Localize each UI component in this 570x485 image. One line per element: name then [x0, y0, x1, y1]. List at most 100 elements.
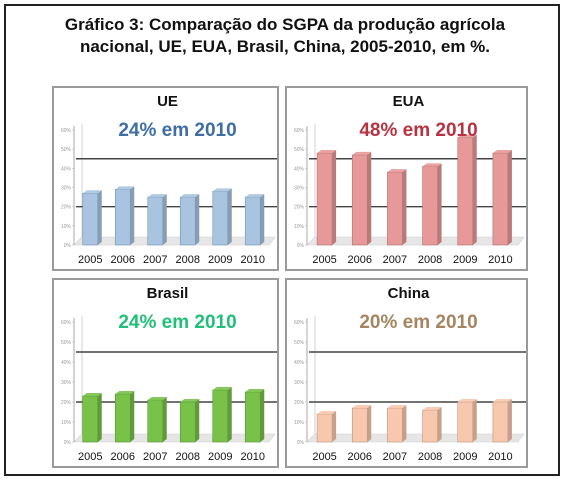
- bar-front: [114, 393, 131, 443]
- bar-top: [422, 163, 442, 167]
- bar-top: [352, 405, 372, 408]
- chart-panel-china: China 0% 10% 20% 30% 40% 50% 60% 2005 2006 2007 200…: [285, 278, 528, 468]
- bar-side: [507, 399, 512, 442]
- x-tick-label: 2007: [383, 451, 407, 463]
- title-line-1: Gráfico 3: Comparação do SGPA da produçã…: [64, 15, 506, 34]
- bar: [114, 186, 135, 246]
- bar-front: [387, 407, 403, 443]
- bar-front: [244, 391, 261, 443]
- x-tick-label: 2009: [208, 451, 232, 463]
- x-tick-label: 2009: [208, 254, 232, 266]
- bar-front: [82, 395, 99, 443]
- bar-top: [245, 389, 265, 392]
- x-tick-label: 2005: [78, 451, 102, 463]
- bar-top: [212, 387, 232, 390]
- x-tick-label: 2006: [111, 451, 135, 463]
- bar-front: [457, 401, 474, 443]
- x-tick-label: 2010: [241, 451, 265, 463]
- bar-top: [492, 399, 512, 402]
- bar-top: [212, 188, 232, 192]
- bar-side: [97, 393, 102, 442]
- y-tick-label: 10%: [294, 420, 305, 426]
- bar-top: [245, 194, 265, 198]
- y-tick-label: 50%: [294, 340, 305, 346]
- bar-top: [115, 186, 135, 190]
- bar-top: [387, 405, 407, 408]
- bar-top: [82, 190, 102, 194]
- x-tick-label: 2008: [418, 451, 442, 463]
- chart-floor: [73, 433, 276, 443]
- bar-front: [492, 152, 509, 246]
- y-tick-label: 60%: [294, 320, 305, 326]
- x-tick-label: 2006: [348, 254, 372, 266]
- y-tick-label: 60%: [61, 128, 72, 134]
- bar-top: [387, 169, 407, 173]
- bar-front: [422, 166, 438, 246]
- bar-front: [351, 407, 368, 443]
- bar-side: [472, 134, 477, 245]
- y-tick-label: 40%: [61, 166, 72, 172]
- bar-side: [402, 405, 407, 442]
- bar-side: [437, 407, 442, 442]
- chart-panel-ue: UE 0% 10% 20% 30% 40% 50% 60% 2005 2006 2007 2008 20…: [52, 86, 279, 271]
- bar-side: [97, 190, 102, 245]
- y-tick-label: 10%: [61, 420, 72, 426]
- y-tick-label: 40%: [61, 360, 72, 366]
- annotation-label: 24% em 2010: [118, 312, 236, 333]
- y-tick-label: 0%: [297, 440, 305, 446]
- x-tick-label: 2010: [488, 451, 512, 463]
- bar-front: [457, 137, 474, 246]
- bar-side: [227, 188, 232, 245]
- bar-top: [457, 134, 477, 138]
- bar-front: [147, 399, 164, 443]
- chart-brasil: Brasil 0% 10% 20% 30% 40% 50% 60% 2005 2006 2007 20…: [61, 285, 277, 463]
- x-tick-label: 2007: [383, 254, 407, 266]
- panel-title: EUA: [393, 93, 425, 110]
- bar: [147, 397, 167, 443]
- bar-front: [244, 196, 261, 246]
- x-tick-label: 2010: [488, 254, 512, 266]
- y-tick-label: 60%: [61, 320, 72, 326]
- x-tick-label: 2007: [143, 451, 167, 463]
- bar-front: [82, 192, 99, 246]
- bar: [387, 405, 407, 443]
- bar-top: [180, 194, 200, 198]
- y-tick-label: 0%: [297, 243, 305, 249]
- x-tick-label: 2008: [176, 451, 200, 463]
- bar: [422, 407, 442, 443]
- y-tick-label: 20%: [294, 205, 305, 211]
- y-tick-label: 20%: [294, 400, 305, 406]
- bar-side: [367, 151, 372, 245]
- y-tick-label: 50%: [294, 147, 305, 153]
- bar-side: [162, 397, 167, 442]
- x-tick-label: 2007: [143, 254, 167, 266]
- bar-side: [402, 169, 407, 245]
- bar-front: [179, 401, 196, 443]
- y-tick-label: 0%: [64, 440, 72, 446]
- bar-front: [387, 171, 403, 246]
- annotation-label: 24% em 2010: [118, 120, 236, 141]
- bar: [422, 163, 442, 246]
- x-tick-label: 2005: [312, 254, 336, 266]
- bar-side: [507, 150, 512, 245]
- chart-floor: [306, 236, 525, 246]
- bar: [316, 411, 337, 443]
- x-tick-label: 2008: [176, 254, 200, 266]
- bar-top: [147, 397, 167, 400]
- annotation-label: 20% em 2010: [359, 312, 477, 333]
- bar-side: [195, 194, 200, 245]
- bar-top: [180, 399, 200, 402]
- bar: [212, 387, 232, 443]
- bar: [492, 150, 512, 246]
- y-tick-label: 20%: [61, 400, 72, 406]
- bar-side: [162, 194, 167, 245]
- bar: [179, 399, 200, 443]
- bar-front: [212, 389, 229, 443]
- x-tick-label: 2008: [418, 254, 442, 266]
- y-tick-label: 10%: [294, 224, 305, 230]
- bar-front: [316, 413, 333, 443]
- figure-title: Gráfico 3: Comparação do SGPA da produçã…: [0, 14, 570, 58]
- bar-top: [147, 194, 167, 198]
- bar-side: [367, 405, 372, 442]
- y-tick-label: 30%: [61, 186, 72, 192]
